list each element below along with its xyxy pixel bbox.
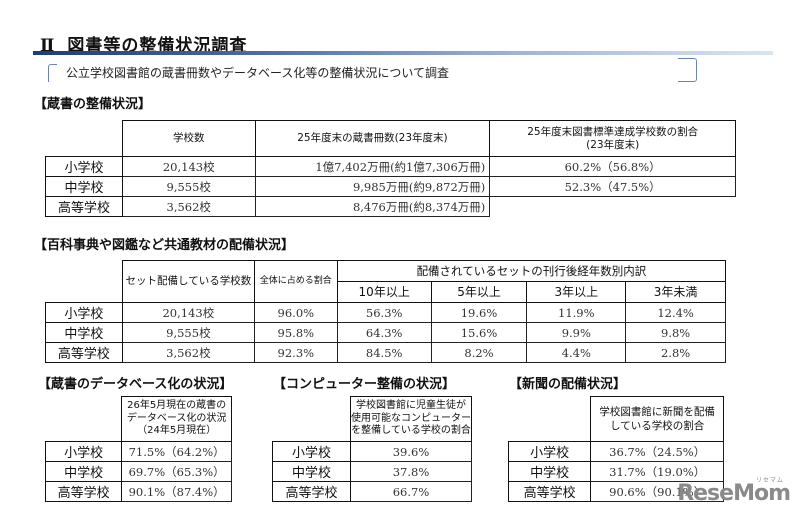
table-row: 中学校 69.7%（65.3%） — [44, 461, 232, 482]
table-row: 小学校 20,143校 1億7,402万冊(約1億7,306万冊) 60.2%（… — [45, 156, 736, 177]
computer-table: 学校図書館に児童生徒が 使用可能なコンピューター を整備している学校の割合 小学… — [272, 396, 472, 502]
newspaper-table: 学校図書館に新聞を配備 している学校の割合 小学校 36.7%（24.5%） 中学… — [507, 396, 724, 502]
table-row: 高等学校 3,562校 8,476万冊(約8,374万冊) — [45, 196, 736, 217]
table-row: 小学校 20,143校 96.0% 56.3% 19.6% 11.9% 12.4… — [45, 302, 726, 323]
col-set-schools: セット配備している学校数 — [121, 260, 255, 303]
database-table: 26年5月現在の蔵書の データベース化の状況 （24年5月現在） 小学校 71.5… — [44, 396, 232, 502]
encyclopedia-heading: 【百科事典や図鑑など共通教材の配備状況】 — [34, 238, 295, 253]
table-row: 高等学校 3,562校 92.3% 84.5% 8.2% 4.4% 2.8% — [45, 342, 726, 363]
left-bracket-icon — [48, 64, 57, 82]
collection-heading: 【蔵書の整備状況】 — [34, 97, 152, 112]
table-row: 中学校 37.8% — [272, 461, 472, 482]
col-age-breakdown: 配備されているセットの刊行後経年数別内訳 — [336, 260, 727, 282]
table-row: 中学校 31.7%（19.0%） — [507, 461, 724, 482]
subtitle: 公立学校図書館の蔵書冊数やデータベース化等の整備状況について調査 — [66, 66, 450, 80]
table-row: 高等学校 66.7% — [272, 481, 472, 502]
database-heading: 【蔵書のデータベース化の状況】 — [38, 377, 233, 392]
col-computer-ratio: 学校図書館に児童生徒が 使用可能なコンピューター を整備している学校の割合 — [350, 396, 472, 442]
col-ratio: 全体に占める割合 — [253, 260, 338, 303]
col-5y: 5年以上 — [430, 281, 528, 303]
col-standard-ratio: 25年度末図書標準達成学校数の割合 (23年度末) — [489, 120, 736, 157]
table-row: 中学校 9,555校 95.8% 64.3% 15.6% 9.9% 9.8% — [45, 322, 726, 343]
collection-table: 学校数 25年度末の蔵書冊数(23年度末) 25年度末図書標準達成学校数の割合(… — [45, 120, 736, 217]
right-bracket-icon — [678, 58, 697, 82]
title-underline — [33, 51, 773, 55]
col-book-count: 25年度末の蔵書冊数(23年度末) — [254, 120, 491, 157]
table-row: 小学校 39.6% — [272, 441, 472, 462]
table-row: 高等学校 90.6%（90.1%） — [507, 481, 724, 502]
newspaper-heading: 【新聞の配備状況】 — [509, 377, 627, 392]
table-row: 小学校 71.5%（64.2%） — [44, 441, 232, 462]
computer-heading: 【コンピューター整備の状況】 — [273, 377, 456, 392]
col-lt3y: 3年未満 — [625, 281, 726, 303]
table-row: 高等学校 90.1%（87.4%） — [44, 481, 232, 502]
col-newspaper-ratio: 学校図書館に新聞を配備 している学校の割合 — [590, 396, 724, 442]
resemom-logo: ReseMom リセマム — [677, 477, 791, 506]
table-row: 中学校 9,555校 9,985万冊(約9,872万冊) 52.3%（47.5%… — [45, 176, 736, 197]
col-10y: 10年以上 — [336, 281, 432, 303]
col-database-status: 26年5月現在の蔵書の データベース化の状況 （24年5月現在） — [121, 396, 232, 442]
col-3y: 3年以上 — [526, 281, 627, 303]
col-school-count: 学校数 — [121, 120, 256, 157]
table-row: 小学校 36.7%（24.5%） — [507, 441, 724, 462]
encyclopedia-table: セット配備している学校数 全体に占める割合 配備されているセットの刊行後経年数別… — [45, 260, 727, 363]
